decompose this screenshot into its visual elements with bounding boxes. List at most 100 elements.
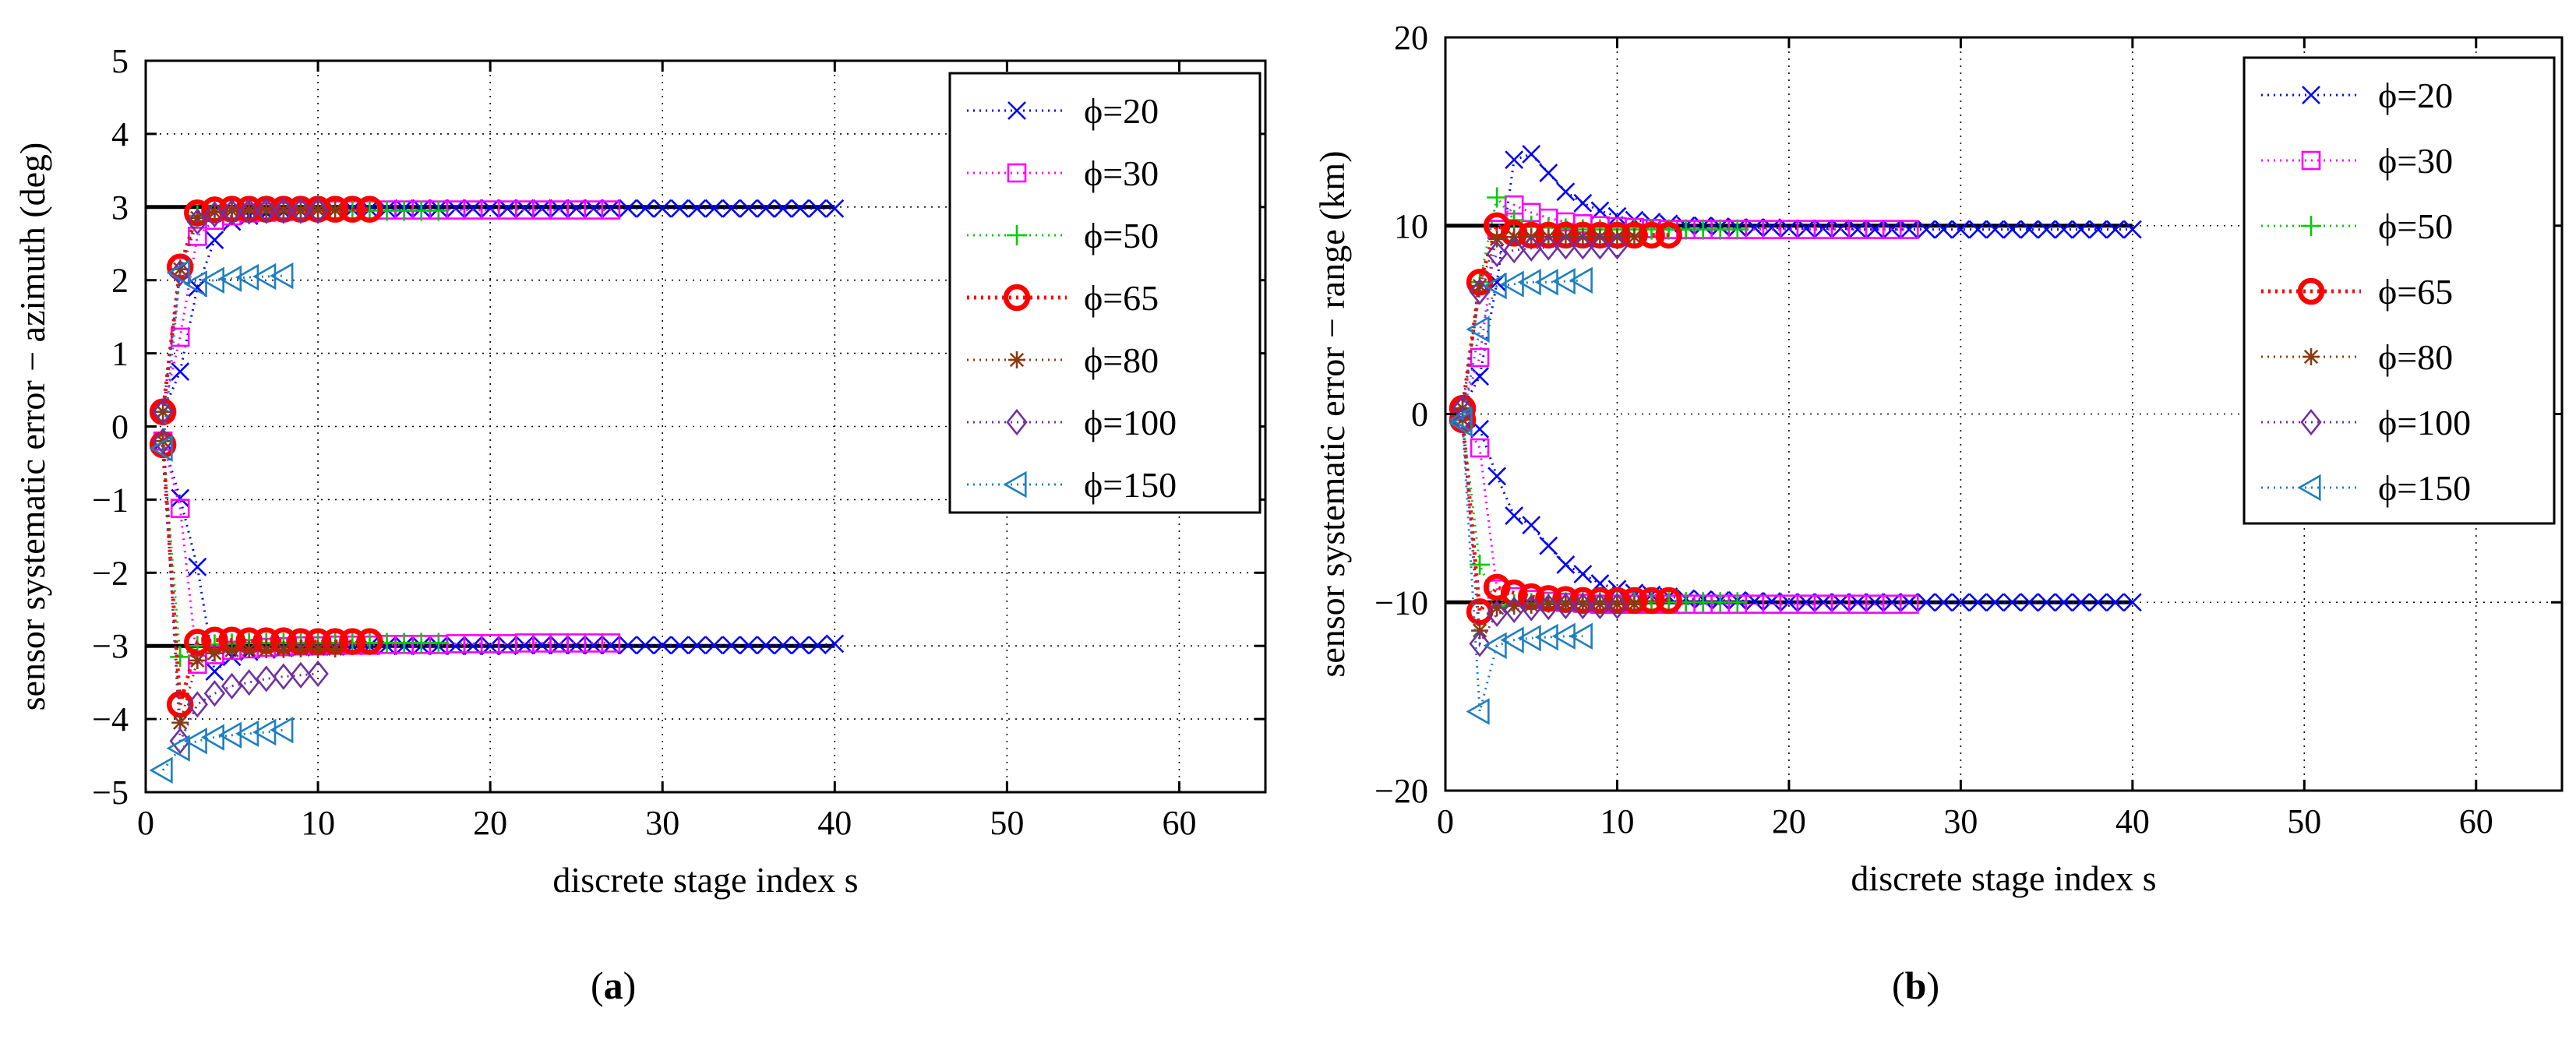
data-point — [653, 636, 672, 655]
chart-panel-a: 0 10 20 30 40 50 60 −5 −4 −3 −2 −1 0 1 2 3 4 5 discrete st… — [12, 42, 1267, 900]
data-point — [1483, 632, 1507, 660]
legend-label: ϕ=50 — [2378, 206, 2453, 246]
data-point — [1591, 595, 1609, 613]
x-tick-label: 60 — [1162, 804, 1196, 842]
data-point — [274, 640, 292, 658]
data-point — [356, 196, 383, 223]
data-point — [532, 199, 552, 218]
y-tick-label: 5 — [111, 42, 129, 80]
data-point — [1537, 594, 1559, 621]
data-point — [171, 362, 190, 381]
data-point — [238, 669, 260, 696]
data-point — [722, 636, 741, 655]
y-tick-label: −1 — [92, 481, 129, 519]
y-tick-label: 20 — [1394, 19, 1428, 57]
legend-marker — [1008, 351, 1025, 368]
data-point — [1470, 438, 1490, 458]
data-point — [1488, 599, 1506, 617]
series-ϕ=20 — [1453, 144, 2142, 612]
data-point — [1556, 555, 1576, 574]
data-point — [1951, 593, 1971, 612]
data-point — [1968, 220, 1988, 239]
data-point — [428, 632, 449, 654]
data-point — [1985, 593, 2005, 612]
data-point — [1505, 597, 1523, 615]
data-point — [257, 640, 275, 658]
data-point — [498, 199, 517, 218]
data-point — [601, 633, 621, 653]
data-point — [825, 634, 845, 654]
data-point — [411, 632, 432, 654]
data-point — [256, 197, 277, 224]
data-point — [1574, 228, 1592, 246]
data-point — [1520, 594, 1542, 622]
x-tick-label: 60 — [2459, 802, 2493, 840]
legend-label: ϕ=65 — [1084, 278, 1159, 318]
y-tick-label: 2 — [111, 262, 129, 300]
y-axis-label: sensor systematic error − azimuth (deg) — [12, 143, 52, 711]
data-point — [1552, 221, 1579, 249]
x-tick-label: 30 — [1943, 802, 1978, 840]
data-point — [1449, 410, 1473, 437]
data-point — [188, 557, 207, 576]
data-point — [1865, 220, 1885, 239]
data-point — [1466, 698, 1490, 725]
data-point — [670, 199, 690, 218]
series-line-lower — [161, 444, 370, 705]
y-tick-label: 1 — [111, 335, 129, 373]
data-point — [1517, 221, 1545, 249]
data-point — [584, 199, 603, 218]
data-point — [257, 201, 275, 219]
series-line-lower — [161, 728, 284, 771]
series-line-upper — [1461, 153, 2133, 409]
chart-panel-b: 0 10 20 30 40 50 60 −20 −10 0 10 20 discrete stage i… — [1312, 19, 2564, 898]
data-point — [223, 641, 241, 659]
data-point — [1692, 219, 1713, 240]
data-point — [739, 636, 758, 655]
data-point — [290, 197, 312, 224]
data-point — [1899, 220, 1919, 239]
legend-marker — [1003, 470, 1027, 499]
data-point — [1655, 587, 1682, 615]
legend-box — [948, 72, 1262, 514]
data-point — [1488, 230, 1506, 248]
data-point — [2071, 593, 2091, 612]
data-point — [2054, 593, 2073, 612]
data-point — [256, 665, 277, 692]
data-point — [1900, 220, 1919, 239]
data-point — [238, 198, 260, 225]
data-point — [2088, 220, 2108, 239]
data-point — [291, 201, 309, 219]
data-point — [808, 199, 827, 218]
data-point — [307, 197, 329, 224]
data-point — [1572, 593, 1594, 620]
data-point — [291, 640, 309, 657]
legend-marker — [1007, 225, 1027, 245]
data-point — [1540, 595, 1558, 613]
data-point — [154, 403, 172, 421]
data-point — [446, 199, 465, 218]
data-point — [1486, 600, 1508, 627]
legend-label: ϕ=20 — [2378, 76, 2453, 115]
data-point — [1470, 367, 1490, 386]
data-point — [756, 636, 775, 655]
x-axis-label: discrete stage index s — [552, 860, 858, 900]
legend: ϕ=20 ϕ=30 ϕ=50 ϕ=65 ϕ=80 ϕ=100 ϕ=150 — [2243, 56, 2556, 525]
data-point — [481, 199, 500, 218]
data-point — [149, 435, 173, 462]
data-point — [1469, 278, 1491, 305]
data-point — [1557, 228, 1575, 246]
data-point — [326, 201, 344, 219]
data-point — [1572, 233, 1594, 260]
data-point — [203, 680, 226, 707]
data-point — [739, 199, 758, 218]
legend-label: ϕ=100 — [2378, 403, 2471, 442]
data-point — [1710, 219, 1731, 240]
y-tick-label: −5 — [92, 773, 129, 812]
x-tick-label: 40 — [2115, 802, 2150, 840]
data-point — [1655, 221, 1682, 249]
data-point — [183, 728, 207, 755]
y-tick-label: 3 — [111, 189, 129, 227]
legend-marker — [2300, 408, 2322, 436]
data-point — [1569, 221, 1597, 249]
